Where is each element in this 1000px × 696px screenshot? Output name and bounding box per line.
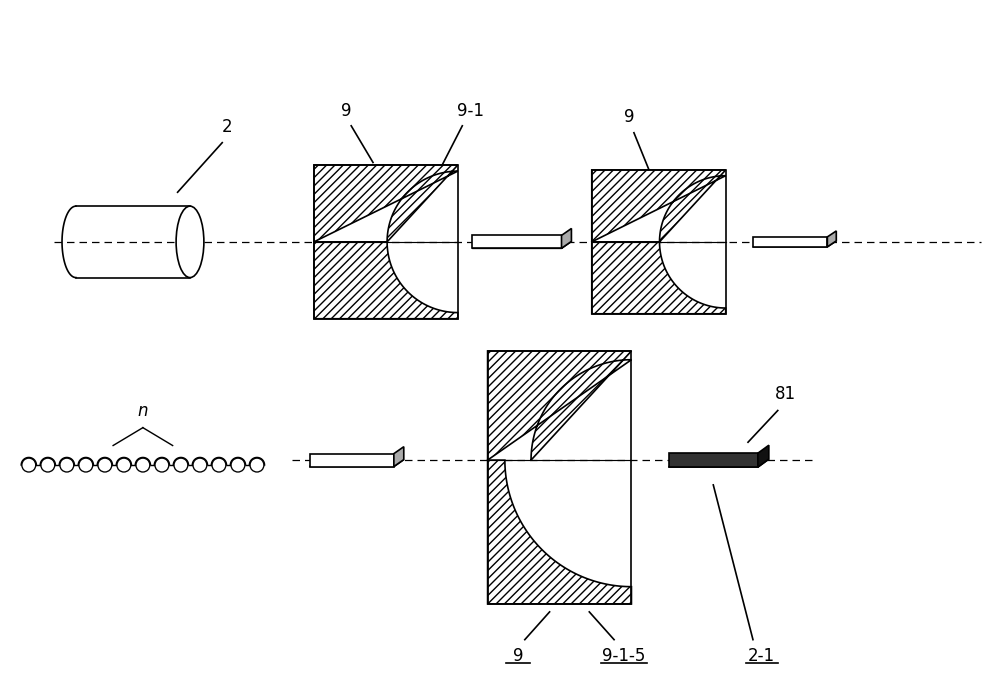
Circle shape <box>212 458 226 472</box>
Circle shape <box>136 458 150 472</box>
Polygon shape <box>472 242 571 248</box>
Polygon shape <box>472 235 562 248</box>
Text: 9: 9 <box>341 102 351 120</box>
Polygon shape <box>562 228 571 248</box>
Text: 9-1: 9-1 <box>457 102 484 120</box>
Circle shape <box>155 458 169 472</box>
Polygon shape <box>592 242 726 314</box>
Circle shape <box>79 458 93 472</box>
Polygon shape <box>753 237 827 247</box>
Circle shape <box>117 458 131 472</box>
Polygon shape <box>314 242 458 319</box>
Polygon shape <box>394 447 404 466</box>
Circle shape <box>41 458 55 472</box>
Circle shape <box>174 458 188 472</box>
Text: 9: 9 <box>513 647 523 665</box>
Polygon shape <box>827 231 836 247</box>
Polygon shape <box>314 165 458 242</box>
Polygon shape <box>758 445 769 467</box>
Text: 2-1: 2-1 <box>747 647 774 665</box>
Text: 9: 9 <box>624 108 634 126</box>
Circle shape <box>22 458 36 472</box>
Text: n: n <box>138 402 148 420</box>
Polygon shape <box>310 454 394 466</box>
Polygon shape <box>669 459 769 467</box>
Polygon shape <box>753 241 836 247</box>
Circle shape <box>60 458 74 472</box>
Text: 81: 81 <box>775 385 796 402</box>
Circle shape <box>193 458 207 472</box>
Polygon shape <box>310 459 404 466</box>
Ellipse shape <box>176 206 204 278</box>
Circle shape <box>250 458 264 472</box>
Polygon shape <box>669 453 758 467</box>
Polygon shape <box>488 351 631 460</box>
Text: 2: 2 <box>222 118 233 136</box>
Polygon shape <box>592 170 726 242</box>
Polygon shape <box>488 460 631 604</box>
Text: 9-1-5: 9-1-5 <box>602 647 646 665</box>
Circle shape <box>231 458 245 472</box>
Circle shape <box>98 458 112 472</box>
Polygon shape <box>76 206 190 278</box>
